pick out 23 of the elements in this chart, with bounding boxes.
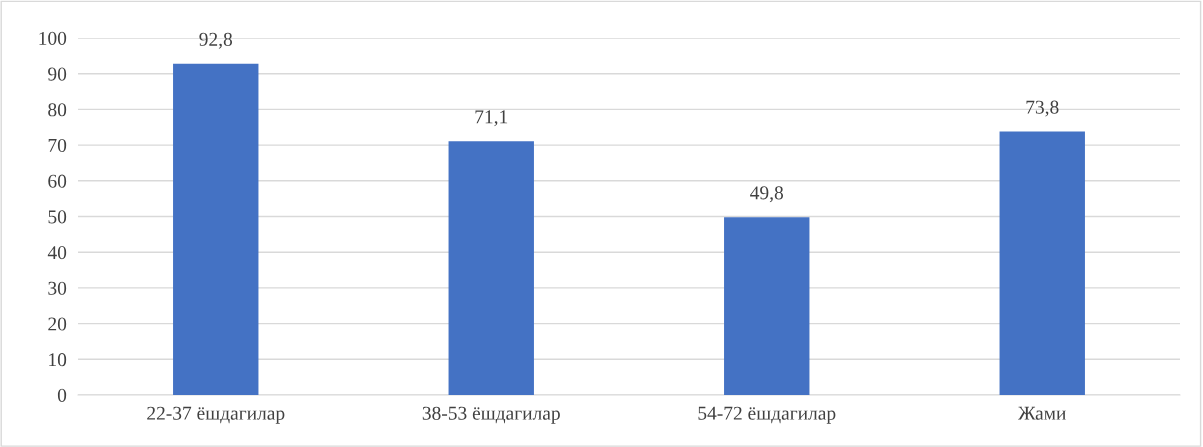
y-tick-label: 70 [48,138,67,153]
x-tick-label: 22-37 ёшдагилар [147,406,285,424]
y-tick-label: 20 [48,317,67,331]
y-tick-label: 40 [47,246,67,260]
data-label: 73,8 [1026,100,1059,117]
y-tick-label: 90 [48,67,67,81]
x-tick-label: Жами [1018,406,1066,420]
x-tick-label: 54-72 ёшдагилар [698,406,836,424]
y-tick-label: 80 [48,103,67,117]
bar [999,131,1085,395]
bar [173,63,259,395]
data-label: 49,8 [750,186,784,203]
y-tick-label: 30 [48,281,67,295]
bar [448,141,534,395]
y-tick-label: 60 [48,174,67,188]
y-tick-label: 50 [48,210,67,224]
y-tick-label: 10 [49,353,67,367]
y-tick-label: 0 [57,388,67,402]
data-label: 71,1 [475,110,508,127]
x-tick-label: 38-53 ёшдагилар [422,406,560,424]
bar [724,217,810,395]
data-label: 92,8 [199,32,233,49]
y-tick-label: 100 [39,31,67,45]
